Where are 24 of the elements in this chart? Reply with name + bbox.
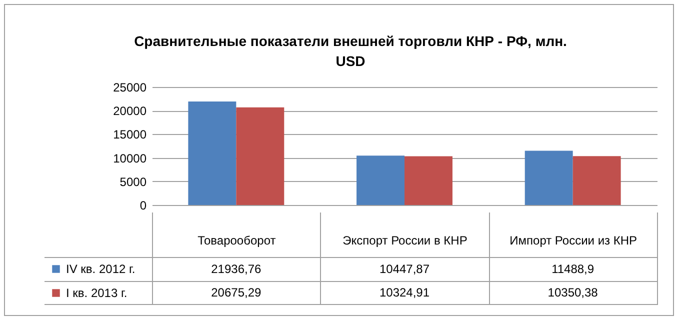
data-label: 10350,38 xyxy=(548,285,598,300)
data-label: 21936,76 xyxy=(211,262,262,276)
bar xyxy=(236,107,284,205)
x-tick-label: Экспорт России в КНР xyxy=(342,234,468,248)
y-tick-label: 5000 xyxy=(120,174,147,189)
chart-title: Сравнительные показатели внешней торговли КНР - РФ, млн. USD xyxy=(134,33,567,69)
y-tick-label: 20000 xyxy=(113,104,147,118)
y-tick-label: 25000 xyxy=(113,80,147,94)
data-label: 11488,9 xyxy=(552,262,594,276)
bar xyxy=(404,156,452,205)
legend-label: IV кв. 2012 г. xyxy=(66,262,136,276)
data-label: 20675,29 xyxy=(211,285,262,300)
data-label: 10447,87 xyxy=(379,262,430,276)
x-tick-label: Товарооборот xyxy=(198,234,276,248)
bar xyxy=(188,101,236,205)
bar xyxy=(572,156,621,205)
data-label: 10324,91 xyxy=(379,285,430,300)
y-tick-label: 15000 xyxy=(113,128,147,142)
x-tick-label: Импорт России из КНР xyxy=(510,234,638,248)
bar xyxy=(524,150,573,205)
y-tick-label: 10000 xyxy=(113,151,147,166)
y-tick-label: 0 xyxy=(140,198,147,212)
legend-label: I кв. 2013 г. xyxy=(66,286,128,300)
bar xyxy=(356,156,404,205)
